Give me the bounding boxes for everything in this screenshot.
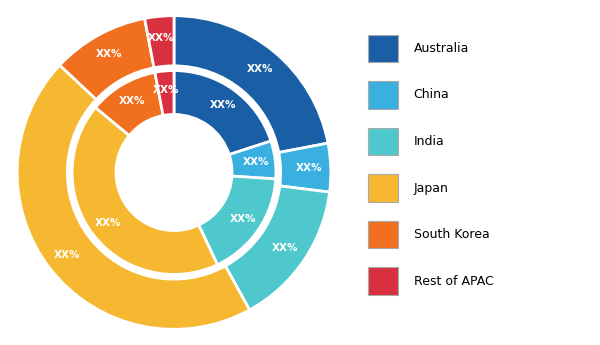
Text: XX%: XX% <box>96 49 122 59</box>
Wedge shape <box>145 16 174 68</box>
Text: XX%: XX% <box>95 218 122 228</box>
FancyBboxPatch shape <box>368 267 398 295</box>
Text: XX%: XX% <box>118 96 145 106</box>
FancyBboxPatch shape <box>368 81 398 109</box>
Text: Australia: Australia <box>413 42 469 55</box>
Text: XX%: XX% <box>209 100 236 110</box>
Wedge shape <box>95 72 163 136</box>
Text: XX%: XX% <box>243 157 270 167</box>
Text: India: India <box>413 135 444 148</box>
Wedge shape <box>17 65 250 329</box>
Text: South Korea: South Korea <box>413 228 489 241</box>
Text: China: China <box>413 88 449 101</box>
Text: XX%: XX% <box>153 85 179 95</box>
Wedge shape <box>226 186 329 310</box>
FancyBboxPatch shape <box>368 174 398 202</box>
Wedge shape <box>229 141 276 179</box>
Wedge shape <box>279 143 331 192</box>
FancyBboxPatch shape <box>368 128 398 155</box>
FancyBboxPatch shape <box>368 221 398 248</box>
Text: XX%: XX% <box>272 243 299 253</box>
Wedge shape <box>72 108 217 274</box>
Text: XX%: XX% <box>54 250 80 260</box>
Wedge shape <box>174 71 271 155</box>
FancyBboxPatch shape <box>368 34 398 62</box>
Wedge shape <box>59 19 154 99</box>
Text: Japan: Japan <box>413 181 448 195</box>
Text: XX%: XX% <box>229 214 256 224</box>
Text: XX%: XX% <box>247 63 273 73</box>
Text: XX%: XX% <box>296 163 322 173</box>
Text: Rest of APAC: Rest of APAC <box>413 275 493 288</box>
Text: XX%: XX% <box>148 33 175 43</box>
Wedge shape <box>174 16 328 152</box>
Wedge shape <box>199 176 276 265</box>
Wedge shape <box>155 71 174 116</box>
